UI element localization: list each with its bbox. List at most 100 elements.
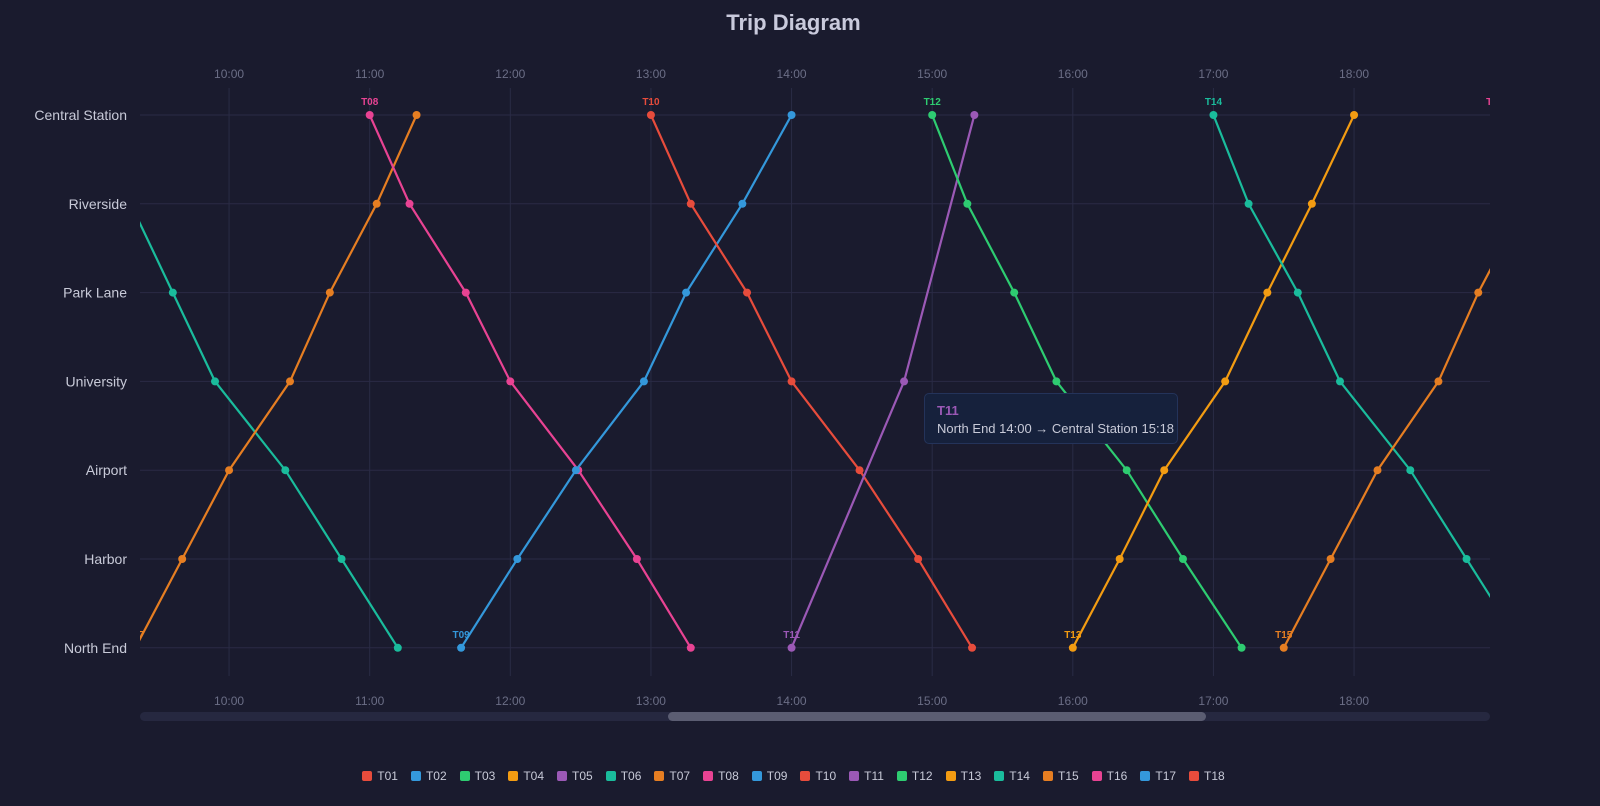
stop-point [1336, 377, 1344, 386]
stop-point [1178, 555, 1187, 563]
legend-label: T07 [669, 769, 691, 783]
stop-point [646, 111, 655, 119]
stop-point [513, 555, 522, 563]
stop-point [787, 111, 796, 119]
station-label: Park Lane [63, 285, 127, 301]
x-tick-label-top: 18:00 [1339, 67, 1369, 81]
time-scrollbar[interactable] [140, 712, 1490, 721]
x-tick-label-top: 12:00 [495, 67, 525, 81]
legend-swatch [751, 771, 762, 781]
legend-swatch [508, 771, 519, 781]
legend-item[interactable]: T06 [605, 769, 642, 783]
tooltip: T11 North End 14:00 → Central Station 15… [924, 393, 1178, 444]
legend-item[interactable]: T02 [410, 769, 447, 783]
legend-item[interactable]: T07 [654, 769, 690, 783]
trip-t09[interactable]: T09 [452, 111, 796, 652]
stop-point [1293, 288, 1302, 297]
stop-point [1052, 377, 1061, 386]
legend-item[interactable]: T17 [1140, 769, 1176, 783]
legend-label: T03 [474, 769, 496, 783]
legend-item[interactable]: T14 [994, 769, 1030, 783]
legend-item[interactable]: T08 [703, 769, 739, 783]
trip-t11[interactable]: T11 [783, 111, 979, 652]
legend-item[interactable]: T05 [557, 769, 593, 783]
stop-point [968, 643, 977, 652]
stop-point [1160, 466, 1169, 475]
stop-point [405, 199, 414, 208]
legend-item[interactable]: T11 [849, 769, 884, 783]
stop-point [211, 377, 219, 386]
stop-point [1326, 555, 1335, 563]
legend-swatch [896, 771, 907, 781]
legend-label: T05 [572, 769, 593, 783]
scrollbar-thumb[interactable] [668, 712, 1206, 721]
stop-point [337, 555, 346, 563]
legend-item[interactable]: T18 [1189, 769, 1225, 783]
legend-label: T11 [864, 769, 884, 783]
legend-swatch [1091, 771, 1102, 781]
legend-item[interactable]: T10 [800, 769, 836, 783]
trip-label: T10 [642, 97, 660, 108]
stop-point [286, 377, 294, 386]
stop-point [461, 288, 470, 297]
stop-point [127, 200, 135, 208]
legend-item[interactable]: T03 [459, 769, 496, 783]
x-tick-label-top: 17:00 [1198, 67, 1228, 81]
legend-item[interactable]: T15 [1042, 769, 1079, 783]
legend-swatch [703, 771, 714, 781]
stop-point [1561, 111, 1569, 119]
tooltip-body: North End 14:00 → Central Station 15:18 [937, 421, 1175, 436]
legend-swatch [945, 771, 956, 781]
trip-label: T11 [783, 630, 800, 641]
stop-point [1237, 643, 1246, 652]
legend-label: T06 [620, 769, 642, 783]
stop-point [1519, 644, 1527, 652]
legend-label: T15 [1057, 769, 1079, 783]
trip-t08[interactable]: T08 [361, 97, 695, 652]
stop-point [1263, 288, 1272, 297]
station-label: Riverside [69, 196, 128, 212]
stop-point [281, 466, 290, 475]
legend-swatch [849, 771, 860, 781]
legend-label: T10 [815, 769, 837, 783]
legend-label: T12 [911, 769, 933, 783]
tooltip-title: T11 [937, 403, 959, 418]
station-label: Central Station [34, 107, 127, 123]
stop-point [639, 377, 648, 386]
trip-t15[interactable]: T15 [1275, 111, 1569, 652]
stop-point [506, 377, 515, 386]
legend-item[interactable]: T09 [751, 769, 787, 783]
legend-label: T02 [425, 769, 447, 783]
trip-t07[interactable]: T07 [127, 111, 421, 652]
stop-point [372, 199, 381, 208]
legend-item[interactable]: T04 [508, 769, 544, 783]
x-tick-label-bottom: 16:00 [1058, 694, 1088, 708]
legend-item[interactable]: T01 [362, 769, 398, 783]
trip-t10[interactable]: T10 [642, 97, 977, 652]
legend-swatch [557, 771, 567, 781]
legend-label: T13 [960, 769, 982, 783]
stop-point [855, 466, 864, 475]
trip-t12[interactable]: T12 [924, 97, 1246, 652]
legend-item[interactable]: T16 [1091, 769, 1127, 783]
trip-t14[interactable]: T14 [1205, 97, 1527, 652]
legend-swatch [1140, 771, 1151, 781]
stop-point [1221, 377, 1230, 386]
legend-item[interactable]: T13 [945, 769, 982, 783]
x-tick-label-bottom: 12:00 [495, 694, 525, 708]
chart-title: Trip Diagram [726, 10, 861, 35]
trip-t06[interactable]: T06 [80, 97, 402, 652]
legend-swatch [362, 771, 373, 781]
stop-point [970, 111, 979, 119]
trip-t13[interactable]: T13 [1064, 111, 1359, 652]
legend-item[interactable]: T12 [896, 769, 933, 783]
stop-point [1244, 199, 1253, 208]
station-label: North End [64, 640, 127, 656]
trip-label: T14 [1205, 97, 1223, 108]
legend-swatch [1189, 771, 1200, 781]
legend: T01 T02 T03 T04 T05 T06 T07 T08 T09 T10 T11 T12 T13 T… [0, 769, 1587, 783]
legend-swatch [410, 771, 421, 781]
trip-t16[interactable]: T16 [1486, 97, 1504, 119]
